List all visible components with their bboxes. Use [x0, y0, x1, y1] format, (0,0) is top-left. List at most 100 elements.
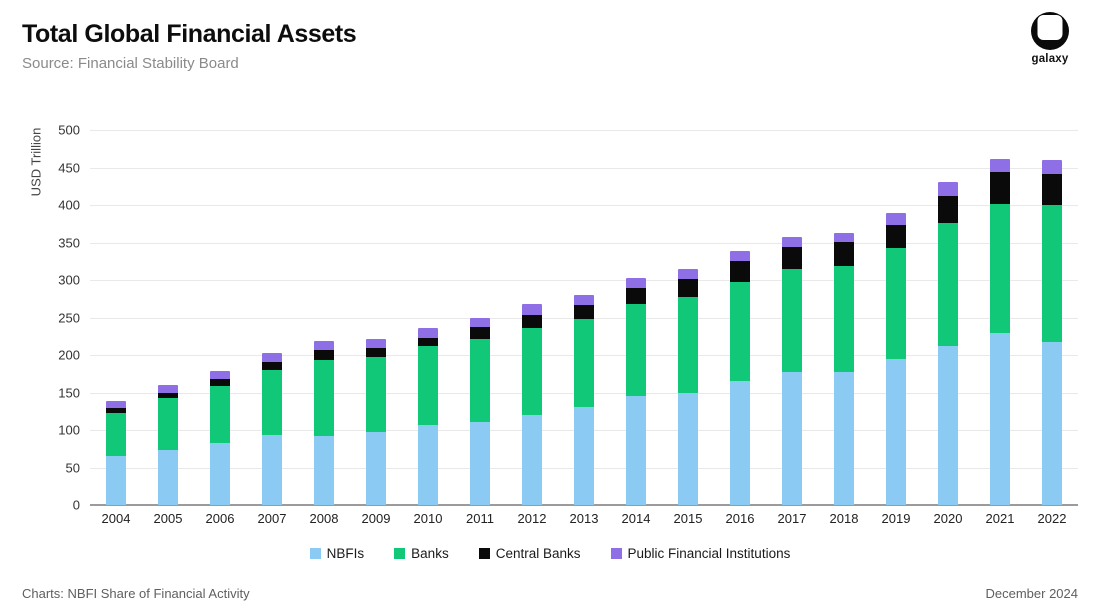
galaxy-logo-square	[1037, 15, 1063, 40]
bar-segment	[106, 456, 126, 505]
stacked-bar-2012	[522, 304, 542, 505]
bar-segment	[782, 371, 802, 505]
bar-segment	[158, 393, 178, 398]
x-tick-label: 2022	[1037, 511, 1067, 526]
legend-label: Central Banks	[495, 546, 581, 561]
bar-segment	[730, 261, 750, 282]
legend-item: Public Financial Institutions	[610, 546, 791, 561]
bar-segment	[886, 247, 906, 359]
y-tick-label: 200	[58, 347, 80, 363]
x-tick-label: 2018	[829, 511, 859, 526]
bar-column-2012	[506, 130, 558, 505]
bar-segment	[782, 268, 802, 372]
bar-segment	[626, 396, 646, 505]
x-axis-labels: 2004 2005 2006 2007 2008 2009 2010 2011 2012 2013…	[90, 511, 1078, 526]
bar-segment	[106, 408, 126, 413]
y-tick-label: 300	[58, 272, 80, 288]
stacked-bar-2011	[470, 317, 490, 505]
bars-container	[90, 130, 1078, 505]
legend-label: Public Financial Institutions	[627, 546, 791, 561]
x-axis-line	[90, 504, 1078, 506]
x-tick-label: 2017	[777, 511, 807, 526]
bar-column-2005	[142, 130, 194, 505]
bar-segment	[938, 223, 958, 346]
x-tick-label: 2015	[673, 511, 703, 526]
page-subtitle: Source: Financial Stability Board	[22, 55, 239, 72]
x-tick-label: 2014	[621, 511, 651, 526]
stacked-bar-2019	[886, 213, 906, 505]
bar-column-2020	[922, 130, 974, 505]
bar-segment	[886, 225, 906, 248]
plot-area: 0 50 100 150 200 250 300 350 400 450 500	[58, 123, 1078, 513]
stacked-bar-2018	[834, 232, 854, 505]
bar-segment	[938, 196, 958, 223]
bar-segment	[834, 241, 854, 266]
bar-column-2021	[974, 130, 1026, 505]
stacked-bar-2015	[678, 268, 698, 505]
x-tick-label: 2010	[413, 511, 443, 526]
x-tick-label: 2007	[257, 511, 287, 526]
x-tick-label: 2008	[309, 511, 339, 526]
bar-segment	[366, 347, 386, 358]
stacked-bar-2016	[730, 250, 750, 505]
bar-segment	[574, 406, 594, 505]
galaxy-logo: galaxy	[1020, 12, 1080, 65]
x-tick-label: 2006	[205, 511, 235, 526]
stacked-bar-2006	[210, 370, 230, 505]
bar-segment	[1042, 341, 1062, 505]
x-tick-label: 2020	[933, 511, 963, 526]
bar-segment	[418, 424, 438, 505]
bar-column-2010	[402, 130, 454, 505]
x-tick-label: 2016	[725, 511, 755, 526]
legend-swatch-icon	[478, 548, 490, 559]
x-tick-label: 2021	[985, 511, 1015, 526]
bar-column-2016	[714, 130, 766, 505]
bar-column-2011	[454, 130, 506, 505]
x-tick-label: 2004	[101, 511, 131, 526]
x-tick-label: 2005	[153, 511, 183, 526]
stacked-bar-2020	[938, 181, 958, 505]
bar-segment	[782, 236, 802, 247]
footer-note: Charts: NBFI Share of Financial Activity	[22, 586, 250, 601]
bar-segment	[106, 400, 126, 409]
bar-segment	[574, 319, 594, 407]
bar-segment	[522, 415, 542, 505]
bar-segment	[366, 357, 386, 433]
bar-segment	[314, 436, 334, 505]
legend-item: NBFIs	[309, 546, 364, 561]
bar-segment	[626, 277, 646, 289]
legend-item: Central Banks	[478, 546, 581, 561]
bar-segment	[262, 434, 282, 505]
legend-swatch-icon	[309, 548, 321, 559]
y-tick-label: 250	[58, 310, 80, 325]
bar-segment	[834, 232, 854, 242]
bar-segment	[418, 337, 438, 346]
bar-segment	[314, 349, 334, 360]
bar-segment	[158, 397, 178, 450]
bar-column-2006	[194, 130, 246, 505]
bar-segment	[314, 359, 334, 436]
bar-segment	[1042, 160, 1062, 175]
bar-segment	[210, 385, 230, 443]
bar-segment	[314, 340, 334, 350]
bar-segment	[1042, 205, 1062, 342]
bar-segment	[626, 288, 646, 304]
stacked-bar-2010	[418, 328, 438, 505]
bar-segment	[990, 158, 1010, 172]
bar-segment	[678, 268, 698, 279]
stacked-bar-2005	[158, 385, 178, 505]
bar-segment	[730, 281, 750, 382]
bar-segment	[522, 304, 542, 315]
stacked-bar-2008	[314, 340, 334, 505]
bar-segment	[470, 317, 490, 327]
bar-segment	[834, 265, 854, 372]
bar-segment	[262, 370, 282, 435]
gridline	[90, 130, 1078, 131]
legend-label: Banks	[411, 546, 449, 561]
bar-segment	[418, 346, 438, 425]
bar-column-2007	[246, 130, 298, 505]
bar-column-2009	[350, 130, 402, 505]
bar-segment	[470, 338, 490, 422]
x-tick-label: 2012	[517, 511, 547, 526]
gridline	[90, 167, 1078, 169]
